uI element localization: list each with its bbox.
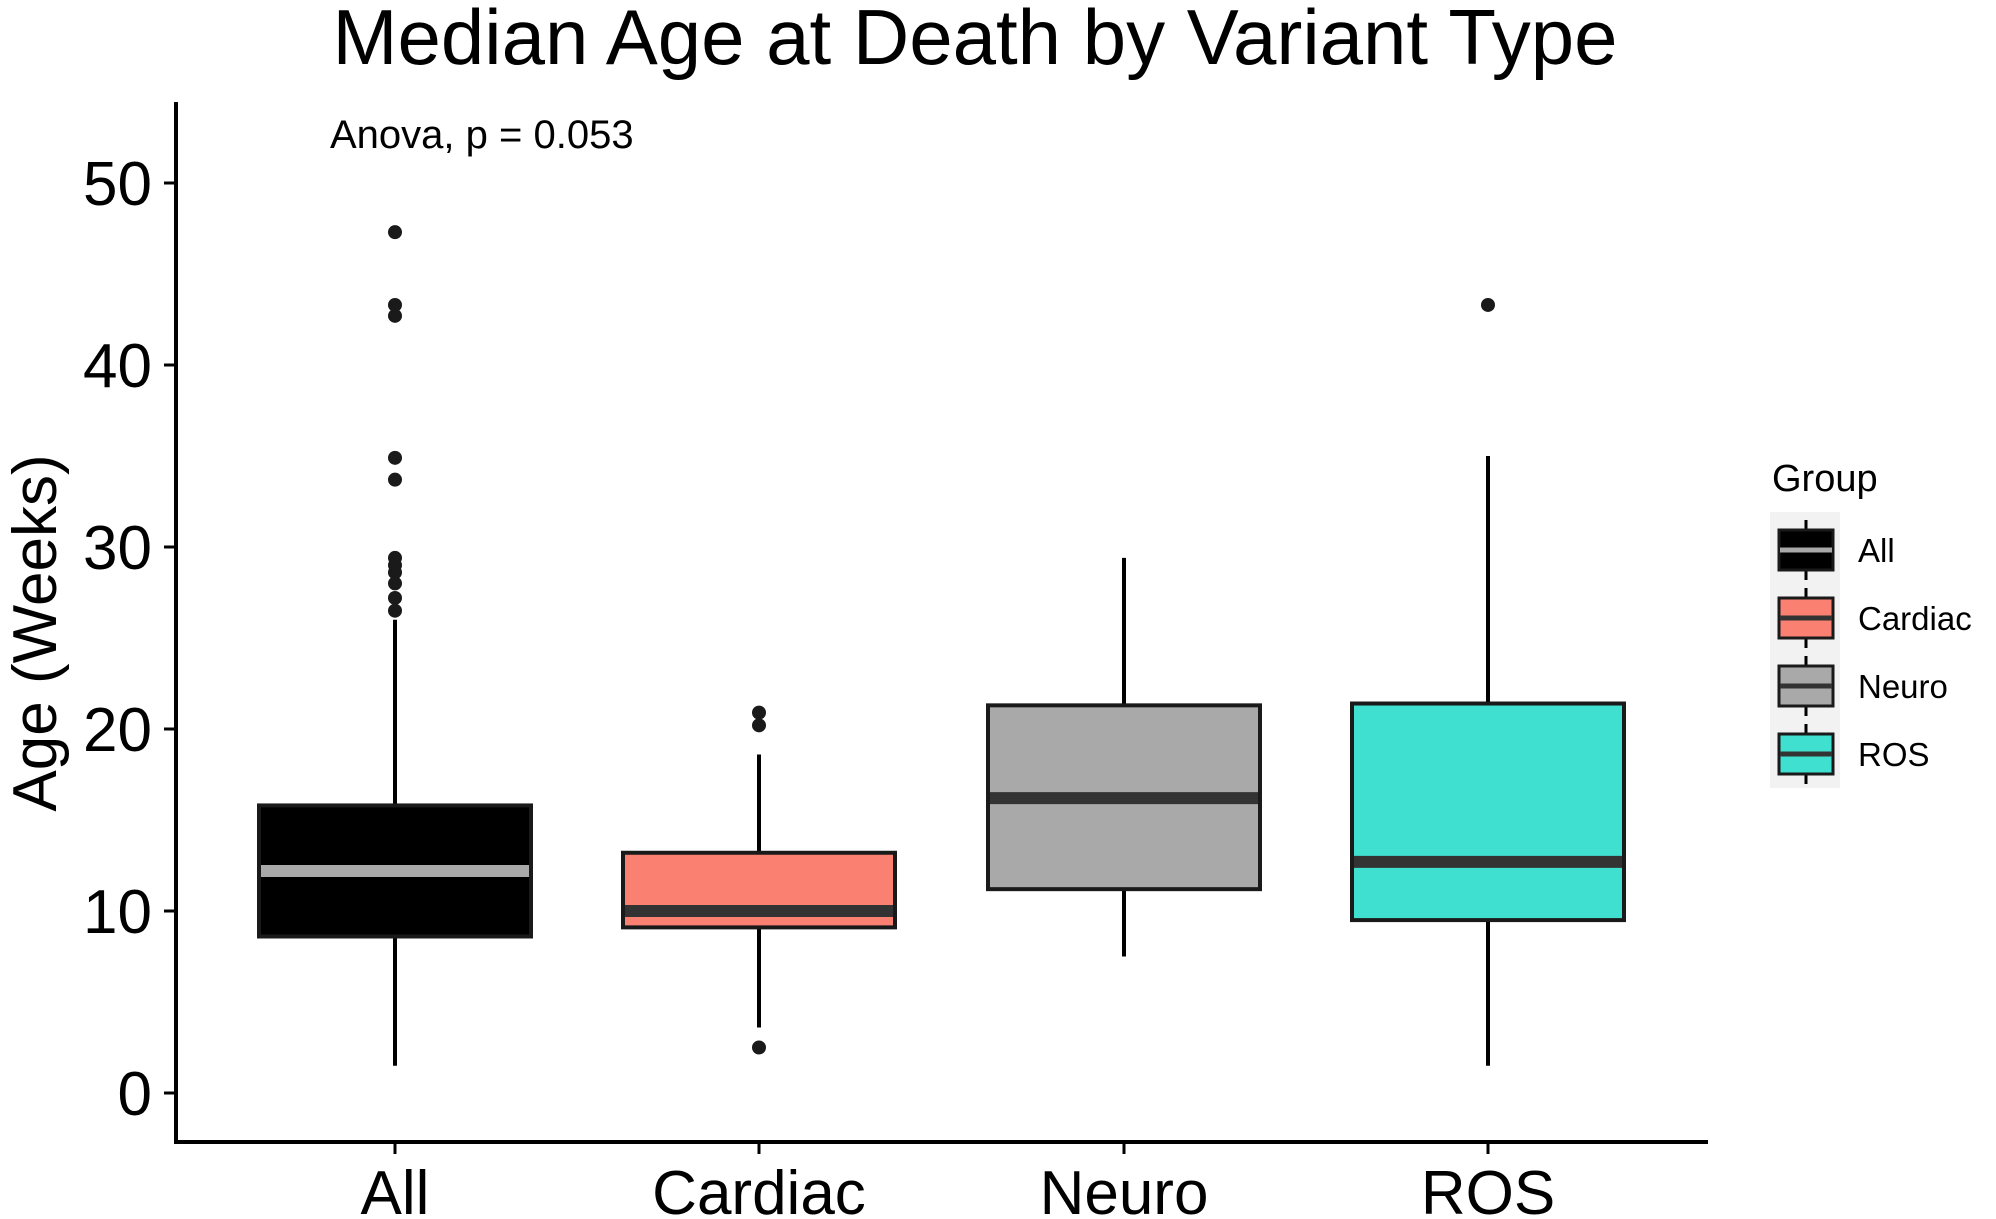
outlier-point [388, 603, 402, 618]
box-group-neuro: Neuro [986, 557, 1262, 1219]
outlier-point [388, 308, 402, 323]
legend: Group All Cardiac Neuro ROS [1770, 458, 1972, 788]
y-axis-label: Age (Weeks) [1, 454, 70, 811]
outlier-point [752, 1040, 766, 1055]
y-tick-label: 50 [83, 150, 152, 219]
y-tick-label: 30 [83, 514, 152, 583]
legend-label: Neuro [1858, 668, 1948, 705]
legend-item-cardiac: Cardiac [1777, 588, 1972, 648]
y-tick-label: 10 [83, 878, 152, 947]
x-tick-label: Neuro [1040, 1159, 1209, 1219]
anova-annotation: Anova, p = 0.053 [330, 113, 634, 157]
outlier-point [388, 576, 402, 591]
outlier-point [388, 297, 402, 312]
outlier-point [388, 550, 402, 565]
x-tick-label: All [361, 1159, 430, 1219]
outlier-point [388, 472, 402, 487]
outlier-point [388, 450, 402, 465]
box-group-all: All [257, 225, 533, 1219]
chart-title: Median Age at Death by Variant Type [333, 0, 1618, 81]
outlier-point [388, 225, 402, 240]
outlier-point [1481, 297, 1495, 312]
box-group-ros: ROS [1350, 297, 1626, 1219]
y-tick-label: 40 [83, 332, 152, 401]
x-tick-label: Cardiac [652, 1159, 866, 1219]
legend-label: All [1858, 532, 1895, 569]
legend-item-all: All [1777, 520, 1895, 580]
legend-item-neuro: Neuro [1777, 656, 1948, 716]
outlier-point [388, 590, 402, 605]
box [1350, 701, 1626, 923]
x-tick-label: ROS [1421, 1159, 1555, 1219]
box-group-cardiac: Cardiac [621, 705, 897, 1219]
outlier-point [752, 718, 766, 733]
y-tick-label: 20 [83, 696, 152, 765]
legend-label: Cardiac [1858, 600, 1972, 637]
legend-item-ros: ROS [1777, 724, 1930, 784]
outlier-point [752, 705, 766, 720]
y-tick-label: 0 [118, 1060, 152, 1129]
legend-label: ROS [1858, 736, 1930, 773]
legend-title: Group [1772, 458, 1878, 500]
plot-area: 0 10 20 30 40 50 All Cardiac Neuro ROS [83, 102, 1708, 1219]
